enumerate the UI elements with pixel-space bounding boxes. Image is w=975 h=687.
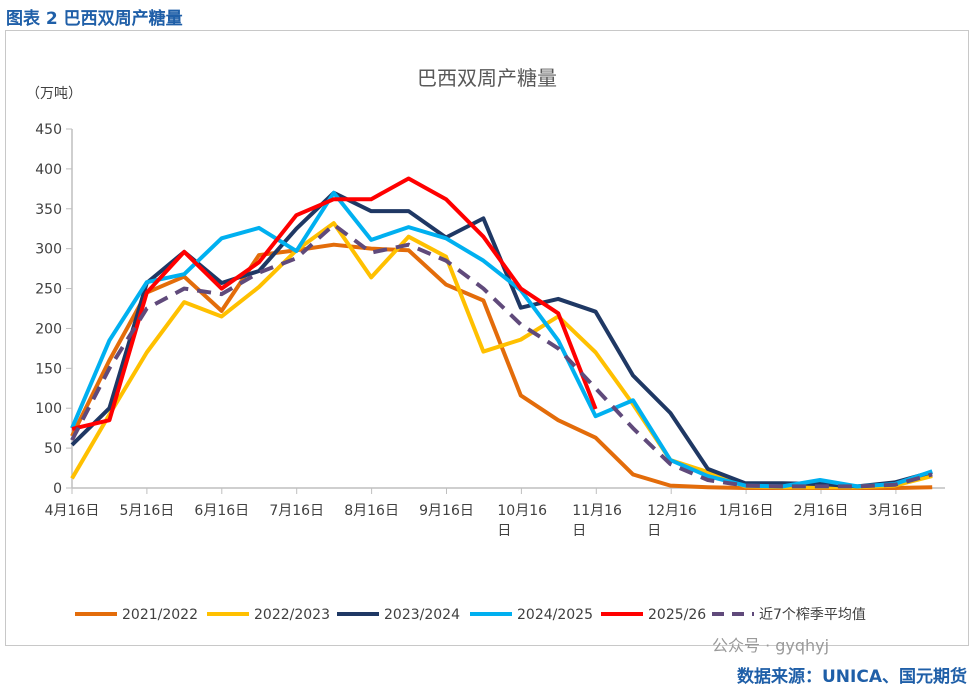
x-tick-label: 12月16 日 (647, 503, 697, 539)
x-tick-label: 6月16日 (194, 503, 249, 519)
y-tick-label: 250 (35, 282, 62, 298)
x-tick-label: 8月16日 (344, 503, 399, 519)
x-tick-label: 5月16日 (120, 503, 175, 519)
series-line-2025-26 (71, 176, 598, 431)
watermark: 公众号 · gyqhyj (712, 636, 830, 655)
x-tick-label: 3月16日 (869, 503, 924, 519)
legend-label: 2021/2022 (122, 607, 198, 623)
y-tick-label: 100 (35, 401, 62, 417)
legend-label: 2023/2024 (384, 607, 460, 623)
legend-label: 2025/26 (648, 607, 706, 623)
y-tick-label: 50 (44, 441, 62, 457)
y-tick-label: 400 (35, 162, 62, 178)
series-line-2024-2025 (70, 190, 933, 489)
y-tick-label: 350 (35, 202, 62, 218)
legend-label: 近7个榨季平均值 (759, 606, 866, 623)
x-tick-label: 7月16日 (269, 503, 324, 519)
y-tick-label: 450 (35, 122, 62, 138)
chart-frame (5, 30, 969, 646)
y-tick-label: 0 (53, 481, 62, 497)
series-line--7------ (70, 222, 933, 489)
figure-caption: 图表 2 巴西双周产糖量 (6, 9, 183, 29)
y-tick-label: 150 (35, 361, 62, 377)
legend-label: 2022/2023 (254, 607, 330, 623)
series-line-2021-2022 (70, 242, 933, 490)
legend-label: 2024/2025 (517, 607, 593, 623)
y-tick-label: 200 (35, 321, 62, 337)
series-line-2023-2024 (70, 190, 933, 489)
y-axis-unit: （万吨） (26, 86, 82, 102)
y-tick-label: 300 (35, 242, 62, 258)
x-tick-label: 2月16日 (794, 503, 849, 519)
x-tick-label: 11月16 日 (572, 503, 622, 539)
x-tick-label: 1月16日 (719, 503, 774, 519)
x-tick-label: 4月16日 (45, 503, 100, 519)
x-tick-label: 10月16 日 (497, 503, 547, 539)
data-source: 数据来源：UNICA、国元期货 (737, 667, 967, 687)
x-tick-label: 9月16日 (419, 503, 474, 519)
chart-title: 巴西双周产糖量 (417, 66, 557, 90)
